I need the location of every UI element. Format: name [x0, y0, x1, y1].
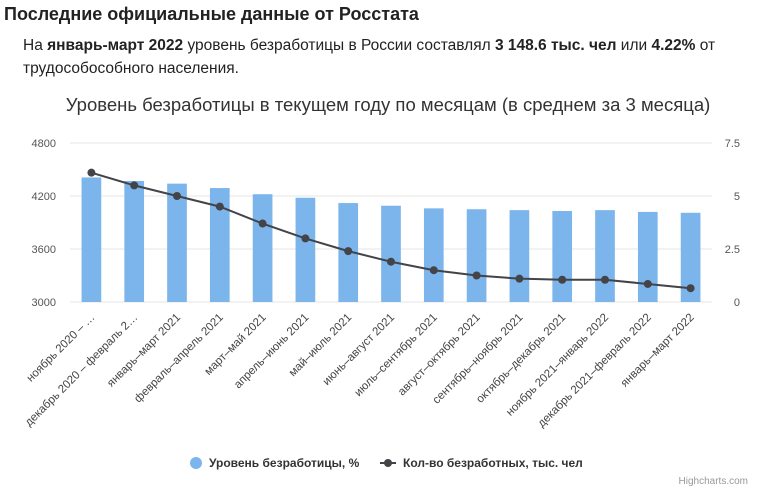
legend[interactable]: Уровень безработицы, % Кол-во безработных…	[190, 456, 583, 470]
bar[interactable]	[295, 197, 316, 302]
x-axis-tick-label: январь–март 2021	[105, 312, 183, 390]
legend-line-label: Кол-во безработных, тыс. чел	[403, 456, 583, 470]
x-axis-tick-label: июнь–август 2021	[321, 312, 397, 388]
line-point[interactable]	[173, 192, 181, 200]
bar[interactable]	[509, 210, 530, 302]
bar[interactable]	[637, 211, 658, 302]
bar[interactable]	[552, 211, 573, 302]
right-axis-tick-label: 5	[734, 191, 740, 203]
line-point[interactable]	[558, 275, 567, 284]
line-point[interactable]	[130, 181, 139, 190]
legend-line-point	[384, 459, 392, 467]
line-point[interactable]	[429, 266, 438, 275]
line-point[interactable]	[643, 279, 652, 288]
right-axis-tick-label: 0	[734, 297, 740, 309]
bar[interactable]	[252, 194, 273, 302]
bar[interactable]	[209, 188, 230, 302]
line-point[interactable]	[387, 257, 395, 266]
line-point[interactable]	[344, 247, 353, 256]
summary-count: 3 148.6 тыс. чел	[494, 37, 617, 54]
right-axis-tick-label: 7.5	[725, 138, 740, 150]
summary-part-2: уровень безработицы в России составлял	[183, 37, 495, 54]
left-axis-tick-label: 4800	[32, 138, 56, 150]
line-point[interactable]	[258, 219, 267, 228]
line-point[interactable]	[472, 271, 481, 280]
left-axis: 4800 4200 3600 3000	[32, 138, 56, 309]
left-axis-tick-label: 3000	[32, 297, 56, 309]
chart-title: Уровень безработицы в текущем году по ме…	[66, 94, 711, 115]
bar[interactable]	[81, 177, 102, 302]
line-point[interactable]	[301, 234, 310, 243]
summary-rate: 4.22%	[651, 37, 696, 54]
bar[interactable]	[124, 180, 145, 302]
x-axis-tick-label: февраль–апрель 2021	[132, 312, 226, 406]
x-axis-tick-label: октябрь–декабрь 2021	[474, 312, 568, 406]
left-axis-tick-label: 4200	[32, 191, 56, 203]
summary-part-3: или	[616, 37, 652, 54]
right-axis: 7.5 5 2.5 0	[725, 138, 740, 309]
line-point[interactable]	[515, 274, 524, 283]
legend-bar-marker	[190, 457, 202, 469]
bar[interactable]	[466, 209, 487, 302]
line-point[interactable]	[686, 284, 695, 293]
line-point[interactable]	[215, 202, 224, 211]
line-point[interactable]	[601, 275, 609, 284]
summary-period: январь-март 2022	[47, 37, 184, 54]
summary-part-4: от трудособособного населения.	[23, 37, 716, 77]
highcharts-credit[interactable]: Highcharts.com	[679, 476, 748, 487]
x-axis-tick-label: июль–сентябрь 2021	[352, 312, 439, 399]
page-heading: Последние официальные данные от Росстата	[4, 4, 419, 24]
line-point[interactable]	[87, 168, 96, 177]
bar[interactable]	[167, 183, 187, 302]
left-axis-tick-label: 3600	[32, 244, 56, 256]
line-series[interactable]	[87, 168, 695, 293]
x-axis-labels: ноябрь 2020 – …декабрь 2020 – февраль 2……	[23, 312, 697, 430]
x-axis-tick-label: август–октябрь 2021	[396, 312, 483, 399]
x-axis-tick-label: апрель–июнь 2021	[232, 312, 311, 391]
bar[interactable]	[423, 208, 444, 302]
summary-part-1: На	[23, 37, 48, 54]
right-axis-tick-label: 2.5	[725, 244, 740, 256]
bar[interactable]	[595, 210, 615, 302]
x-axis-tick-label: январь–март 2022	[619, 312, 697, 390]
bar[interactable]	[381, 205, 401, 302]
bar[interactable]	[680, 212, 701, 302]
summary-text: На январь-март 2022 уровень безработицы …	[23, 34, 748, 80]
legend-bar-label: Уровень безработицы, %	[209, 456, 360, 470]
